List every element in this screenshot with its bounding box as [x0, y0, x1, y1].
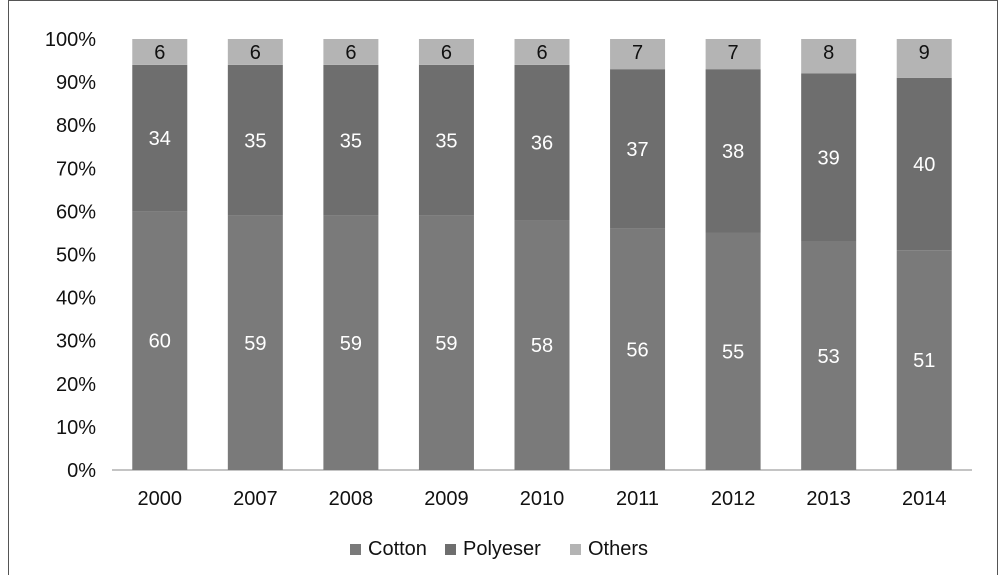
- bar-cotton-2007: [227, 215, 283, 470]
- y-tick-label: 30%: [56, 331, 96, 353]
- bar-cotton-2000: [132, 211, 188, 470]
- bar-polyeser-2012: [705, 69, 761, 233]
- x-axis-tick-labels: 2000 2007 2008 2009 2010 2011 2012 2013 2014: [138, 488, 947, 510]
- x-tick-label: 2008: [329, 488, 374, 510]
- data-label-cotton: 53: [818, 346, 840, 368]
- x-tick-label: 2007: [233, 488, 278, 510]
- x-tick-label: 2012: [711, 488, 756, 510]
- data-label-polyeser: 38: [722, 141, 744, 163]
- bar-polyeser-2011: [610, 69, 666, 229]
- y-tick-label: 50%: [56, 245, 96, 267]
- data-label-others: 8: [823, 42, 834, 64]
- bar-others-2008: [323, 39, 379, 65]
- data-label-polyeser: 36: [531, 132, 553, 154]
- x-tick-label: 2000: [138, 488, 183, 510]
- x-tick-label: 2009: [424, 488, 469, 510]
- data-label-cotton: 59: [244, 333, 266, 355]
- bar-others-2009: [418, 39, 474, 65]
- data-label-polyeser: 40: [913, 154, 935, 176]
- data-label-cotton: 60: [149, 331, 171, 353]
- legend-swatch-cotton: [350, 544, 361, 555]
- y-tick-label: 70%: [56, 158, 96, 180]
- bar-cotton-2008: [323, 215, 379, 470]
- data-label-polyeser: 35: [435, 130, 457, 152]
- data-label-others: 7: [632, 42, 643, 64]
- bars-group: 60 34 6 59 35 6 59 35 6 59 35 6 58 36 6 56 37 7 55 38 7 53 39 8…: [132, 39, 952, 470]
- x-tick-label: 2013: [806, 488, 851, 510]
- data-label-cotton: 55: [722, 341, 744, 363]
- legend-label-others: Others: [588, 538, 648, 560]
- y-tick-label: 10%: [56, 417, 96, 439]
- data-label-others: 7: [728, 42, 739, 64]
- x-tick-label: 2011: [616, 488, 659, 510]
- legend: Cotton Polyeser Others: [350, 538, 648, 560]
- data-label-polyeser: 35: [340, 130, 362, 152]
- data-label-others: 6: [536, 42, 547, 64]
- bar-polyeser-2010: [514, 64, 570, 221]
- y-tick-label: 60%: [56, 201, 96, 223]
- bar-cotton-2009: [418, 215, 474, 470]
- data-label-polyeser: 37: [626, 139, 648, 161]
- y-tick-label: 80%: [56, 115, 96, 137]
- y-tick-label: 40%: [56, 288, 96, 310]
- bar-cotton-2010: [514, 220, 570, 470]
- bar-polyeser-2000: [132, 64, 188, 212]
- x-tick-label: 2014: [902, 488, 947, 510]
- data-label-cotton: 58: [531, 335, 553, 357]
- data-label-cotton: 51: [913, 350, 935, 372]
- data-label-others: 6: [154, 42, 165, 64]
- bar-others-2014: [896, 39, 952, 78]
- data-label-polyeser: 35: [244, 130, 266, 152]
- bar-others-2007: [227, 39, 283, 65]
- y-tick-label: 0%: [67, 460, 96, 482]
- bar-others-2000: [132, 39, 188, 65]
- legend-label-cotton: Cotton: [368, 538, 427, 560]
- y-axis-tick-labels: 0% 10% 20% 30% 40% 50% 60% 70% 80% 90% 100%: [45, 29, 96, 482]
- data-label-cotton: 56: [626, 339, 648, 361]
- legend-swatch-polyeser: [445, 544, 456, 555]
- bar-cotton-2014: [896, 250, 952, 470]
- bar-cotton-2011: [610, 228, 666, 470]
- bar-others-2013: [801, 39, 857, 74]
- bar-cotton-2012: [705, 232, 761, 470]
- data-label-cotton: 59: [340, 333, 362, 355]
- bar-polyeser-2014: [896, 77, 952, 251]
- y-tick-label: 90%: [56, 72, 96, 94]
- data-label-cotton: 59: [435, 333, 457, 355]
- bar-others-2011: [610, 39, 666, 70]
- data-label-polyeser: 39: [818, 148, 840, 170]
- bar-others-2010: [514, 39, 570, 65]
- x-tick-label: 2010: [520, 488, 565, 510]
- data-label-others: 6: [345, 42, 356, 64]
- bar-polyeser-2007: [227, 64, 283, 216]
- bar-cotton-2013: [801, 241, 857, 470]
- bar-polyeser-2009: [418, 64, 474, 216]
- data-label-others: 6: [250, 42, 261, 64]
- legend-swatch-others: [570, 544, 581, 555]
- bar-polyeser-2008: [323, 64, 379, 216]
- data-label-polyeser: 34: [149, 128, 171, 150]
- data-label-others: 9: [919, 42, 930, 64]
- y-tick-label: 20%: [56, 374, 96, 396]
- bar-others-2012: [705, 39, 761, 70]
- data-label-others: 6: [441, 42, 452, 64]
- legend-label-polyeser: Polyeser: [463, 538, 541, 560]
- y-tick-label: 100%: [45, 29, 96, 51]
- bar-polyeser-2013: [801, 73, 857, 242]
